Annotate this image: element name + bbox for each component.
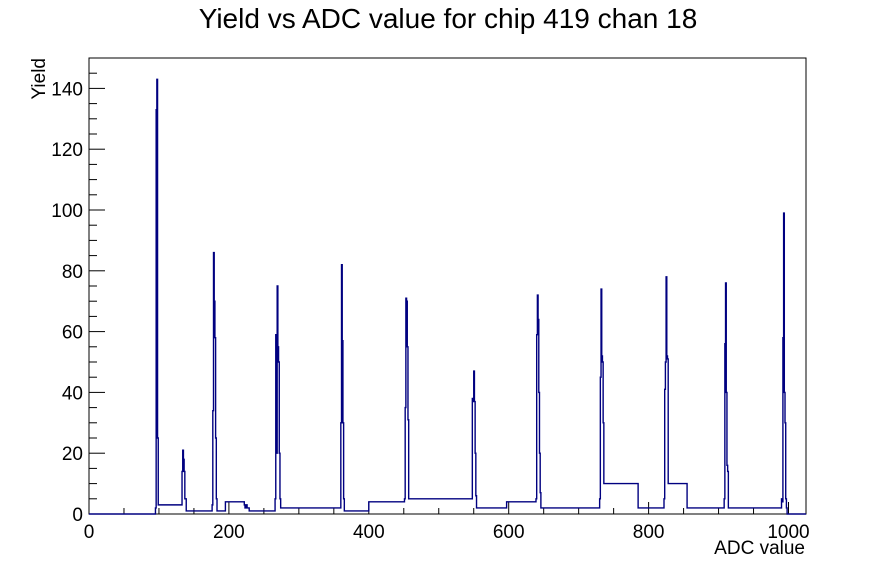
chart-title: Yield vs ADC value for chip 419 chan 18 <box>199 3 698 34</box>
x-tick-label: 800 <box>633 522 665 543</box>
y-axis-label: Yield <box>29 58 50 100</box>
y-tick-label: 0 <box>72 505 83 526</box>
x-axis-label: ADC value <box>714 538 805 559</box>
x-tick-label: 600 <box>493 522 525 543</box>
y-tick-label: 20 <box>62 444 83 465</box>
y-tick-label: 120 <box>51 140 83 161</box>
histogram-line <box>89 78 806 515</box>
y-tick-label: 60 <box>62 323 83 344</box>
x-tick-label: 1000 <box>767 522 809 543</box>
y-tick-label: 80 <box>62 262 83 283</box>
x-tick-label: 200 <box>213 522 245 543</box>
y-tick-label: 100 <box>51 201 83 222</box>
y-tick-label: 140 <box>51 79 83 100</box>
y-tick-label: 40 <box>62 383 83 404</box>
x-tick-label: 400 <box>353 522 385 543</box>
plot-area: 0 200 400 600 800 1000 0 20 40 60 80 100 120 140 <box>51 57 810 543</box>
plot-frame <box>88 57 807 515</box>
x-tick-label: 0 <box>84 522 95 543</box>
